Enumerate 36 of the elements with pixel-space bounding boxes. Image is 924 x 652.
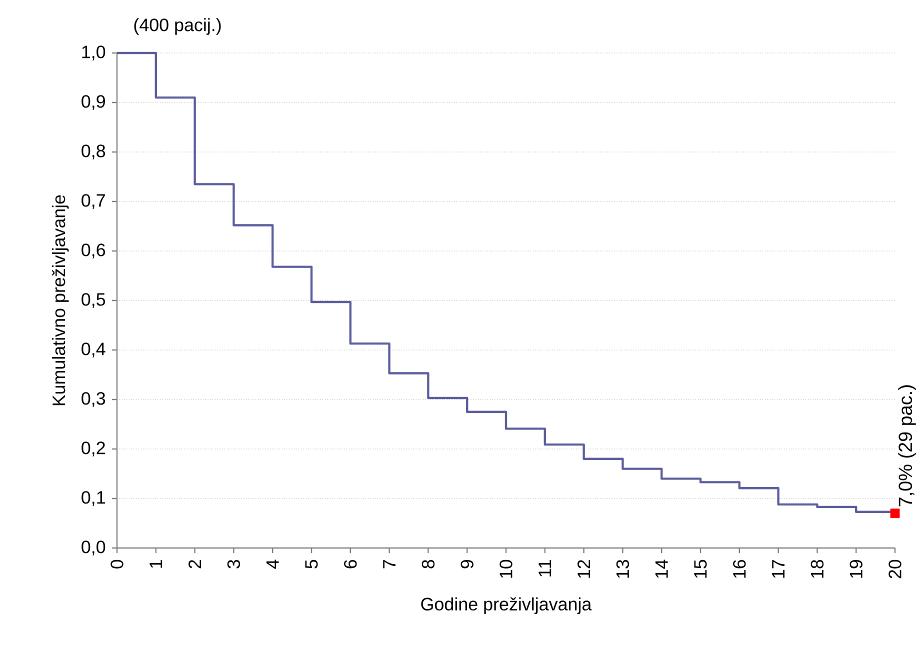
x-tick-label: 6 [344, 560, 357, 568]
y-tick-label: 0,9 [82, 95, 105, 110]
x-tick-label: 9 [460, 560, 474, 568]
y-tick-label: 0,6 [82, 244, 106, 258]
x-tick-label: 16 [733, 560, 746, 578]
x-tick-label: 18 [810, 560, 824, 578]
x-tick-label: 0 [110, 560, 124, 568]
x-tick-label: 3 [227, 560, 240, 568]
annotation: 7,0% (29 pac.) [898, 385, 916, 506]
y-tick-label: 0,4 [82, 342, 106, 358]
x-tick-label: 10 [500, 560, 512, 578]
x-tick-label: 8 [422, 560, 435, 568]
x-tick-label: 12 [578, 560, 590, 578]
x-tick-label: 2 [188, 560, 202, 568]
x-tick-label: 1 [150, 560, 162, 568]
x-tick-label: 13 [616, 560, 630, 578]
y-tick-label: 0,0 [82, 540, 106, 556]
x-tick-label: 20 [888, 560, 902, 578]
x-tick-label: 19 [850, 560, 862, 578]
y-tick-label: 0,8 [82, 144, 106, 160]
y-tick-label: 0,2 [82, 442, 105, 456]
x-tick-label: 14 [655, 560, 668, 578]
x-tick-label: 17 [772, 560, 784, 578]
y-tick-label: 0,1 [82, 491, 105, 506]
x-axis-title: Godine preživljavanja [421, 597, 592, 614]
x-tick-label: 11 [538, 560, 552, 576]
x-tick-label: 7 [383, 560, 396, 568]
y-tick-label: 0,5 [82, 293, 106, 308]
y-tick-label: 0,7 [82, 194, 105, 209]
text: (400 pacij.) [134, 18, 221, 35]
y-tick-label: 1,0 [82, 46, 106, 60]
y-axis-title: Kumulativno preživljavanje [52, 195, 69, 406]
x-tick-label: 4 [266, 560, 279, 569]
x-tick-label: 5 [305, 560, 318, 568]
x-tick-label: 15 [694, 560, 707, 578]
y-tick-label: 0,3 [82, 392, 106, 407]
